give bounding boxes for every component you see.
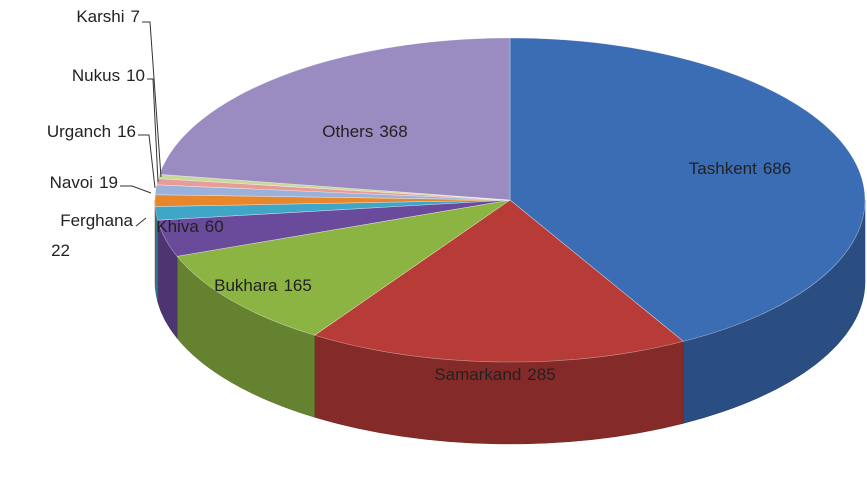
value-label: 10 <box>126 66 145 85</box>
value-label: 368 <box>379 122 407 141</box>
category-label: Karshi <box>76 7 124 26</box>
data-label: Tashkent 686 <box>689 159 791 178</box>
category-label: Others <box>322 122 373 141</box>
value-label: 22 <box>51 241 70 260</box>
category-label: Khiva <box>156 217 199 236</box>
category-label: Ferghana <box>60 211 133 230</box>
category-label: Bukhara <box>214 276 278 295</box>
pie-slice <box>176 199 511 336</box>
category-label: Samarkand <box>434 365 521 384</box>
data-label: Urganch 16 <box>47 122 136 141</box>
leader-line <box>120 185 152 194</box>
leader-line <box>135 217 147 227</box>
data-label: Bukhara 165 <box>214 276 312 295</box>
value-label: 60 <box>205 217 224 236</box>
category-label: Nukus <box>72 66 120 85</box>
category-label: Tashkent <box>689 159 757 178</box>
leader-line <box>138 134 156 189</box>
data-label: Karshi 7 <box>76 7 140 26</box>
value-label: 7 <box>131 7 140 26</box>
category-label: Navoi <box>50 173 93 192</box>
pie-slice <box>313 199 685 363</box>
data-label: Khiva 60 <box>156 217 223 236</box>
data-label: Others 368 <box>322 122 407 141</box>
data-label: Samarkand 285 <box>434 365 555 384</box>
value-label: 16 <box>117 122 136 141</box>
pie-slice <box>159 37 511 201</box>
leader-line <box>147 78 159 183</box>
data-label: Ferghana 22 <box>51 211 133 260</box>
data-label: Navoi 19 <box>50 173 118 192</box>
category-label: Urganch <box>47 122 111 141</box>
pie-slice <box>509 37 866 342</box>
value-label: 19 <box>99 173 118 192</box>
value-label: 686 <box>763 159 791 178</box>
value-label: 285 <box>527 365 555 384</box>
leader-line <box>142 21 162 178</box>
data-label: Nukus 10 <box>72 66 145 85</box>
value-label: 165 <box>283 276 311 295</box>
